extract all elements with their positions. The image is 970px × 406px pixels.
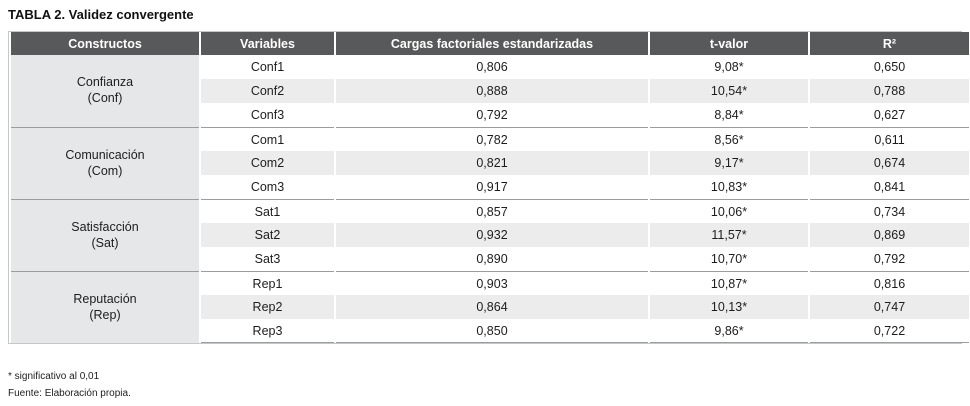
header-r2: R²	[810, 32, 969, 55]
cell-t-valor: 8,84*	[650, 103, 808, 127]
cell-carga: 0,850	[336, 319, 648, 343]
cell-r2: 0,816	[810, 271, 969, 295]
table-container: Constructos Variables Cargas factoriales…	[8, 31, 969, 344]
table-row: Satisfacción (Sat) Sat1 0,857 10,06* 0,7…	[11, 199, 969, 271]
cell-t-valor: 10,06*	[650, 199, 808, 223]
cell-construct: Reputación (Rep)	[11, 271, 199, 343]
footnotes: * significativo al 0,01 Fuente: Elaborac…	[8, 371, 962, 399]
cell-carga: 0,782	[336, 127, 648, 151]
table-row: Comunicación (Com) Com1 0,782 8,56* 0,61…	[11, 127, 969, 199]
cell-t-valor: 10,70*	[650, 247, 808, 271]
table-row: Conf3 0,792 8,84* 0,627	[11, 103, 969, 127]
table-row: Conf2 0,888 10,54* 0,788	[11, 79, 969, 103]
header-row: Constructos Variables Cargas factoriales…	[11, 32, 969, 55]
construct-abbr: (Conf)	[87, 91, 123, 105]
construct-name: Satisfacción	[71, 219, 139, 234]
cell-r2: 0,841	[810, 175, 969, 199]
cell-carga: 0,806	[336, 55, 648, 79]
cell-carga: 0,821	[336, 151, 648, 175]
table-row: Rep3 0,850 9,86* 0,722	[11, 319, 969, 343]
cell-construct: Comunicación (Com)	[11, 127, 199, 199]
table-body: Confianza (Conf) Conf1 0,806 9,08* 0,650…	[11, 55, 969, 343]
cell-carga: 0,864	[336, 295, 648, 319]
cell-t-valor: 10,13*	[650, 295, 808, 319]
cell-r2: 0,792	[810, 247, 969, 271]
validity-table: Constructos Variables Cargas factoriales…	[9, 32, 970, 343]
cell-variable: Conf3	[201, 103, 334, 127]
cell-t-valor: 11,57*	[650, 223, 808, 247]
header-variables: Variables	[201, 32, 334, 55]
cell-r2: 0,627	[810, 103, 969, 127]
cell-t-valor: 9,17*	[650, 151, 808, 175]
cell-variable: Sat2	[201, 223, 334, 247]
construct-name: Confianza	[76, 75, 134, 90]
table-row: Confianza (Conf) Conf1 0,806 9,08* 0,650	[11, 55, 969, 127]
cell-t-valor: 8,56*	[650, 127, 808, 151]
cell-variable: Rep2	[201, 295, 334, 319]
table-row: Sat3 0,890 10,70* 0,792	[11, 247, 969, 271]
construct-abbr: (Com)	[87, 163, 123, 178]
cell-t-valor: 9,08*	[650, 55, 808, 79]
cell-r2: 0,674	[810, 151, 969, 175]
header-constructos: Constructos	[11, 32, 199, 55]
construct-abbr: (Sat)	[91, 235, 119, 250]
cell-t-valor: 10,83*	[650, 175, 808, 199]
cell-r2: 0,611	[810, 127, 969, 151]
construct-abbr: (Rep)	[89, 307, 121, 322]
table-row: Com2 0,821 9,17* 0,674	[11, 151, 969, 175]
table-row: Reputación (Rep) Rep1 0,903 10,87* 0,816	[11, 271, 969, 343]
cell-construct: Confianza (Conf)	[11, 55, 199, 127]
table-row: Com3 0,917 10,83* 0,841	[11, 175, 969, 199]
cell-r2: 0,650	[810, 55, 969, 79]
cell-r2: 0,869	[810, 223, 969, 247]
table-row: Sat2 0,932 11,57* 0,869	[11, 223, 969, 247]
cell-variable: Sat1	[201, 199, 334, 223]
cell-variable: Sat3	[201, 247, 334, 271]
cell-t-valor: 9,86*	[650, 319, 808, 343]
cell-variable: Com2	[201, 151, 334, 175]
cell-t-valor: 10,87*	[650, 271, 808, 295]
cell-t-valor: 10,54*	[650, 79, 808, 103]
cell-carga: 0,932	[336, 223, 648, 247]
cell-r2: 0,747	[810, 295, 969, 319]
cell-variable: Rep3	[201, 319, 334, 343]
table-header: Constructos Variables Cargas factoriales…	[11, 32, 969, 55]
cell-carga: 0,890	[336, 247, 648, 271]
cell-carga: 0,792	[336, 103, 648, 127]
table-title: TABLA 2. Validez convergente	[8, 7, 194, 22]
cell-variable: Com3	[201, 175, 334, 199]
cell-r2: 0,734	[810, 199, 969, 223]
cell-r2: 0,788	[810, 79, 969, 103]
cell-carga: 0,888	[336, 79, 648, 103]
construct-name: Comunicación	[65, 147, 145, 162]
cell-carga: 0,917	[336, 175, 648, 199]
cell-carga: 0,903	[336, 271, 648, 295]
table-row: Rep2 0,864 10,13* 0,747	[11, 295, 969, 319]
header-cargas: Cargas factoriales estandarizadas	[336, 32, 648, 55]
cell-variable: Com1	[201, 127, 334, 151]
cell-variable: Conf1	[201, 55, 334, 79]
cell-variable: Rep1	[201, 271, 334, 295]
header-t-valor: t-valor	[650, 32, 808, 55]
source-note: Fuente: Elaboración propia.	[8, 388, 131, 399]
cell-variable: Conf2	[201, 79, 334, 103]
construct-name: Reputación	[73, 291, 137, 306]
significance-note: * significativo al 0,01	[8, 371, 100, 382]
cell-carga: 0,857	[336, 199, 648, 223]
cell-r2: 0,722	[810, 319, 969, 343]
cell-construct: Satisfacción (Sat)	[11, 199, 199, 271]
